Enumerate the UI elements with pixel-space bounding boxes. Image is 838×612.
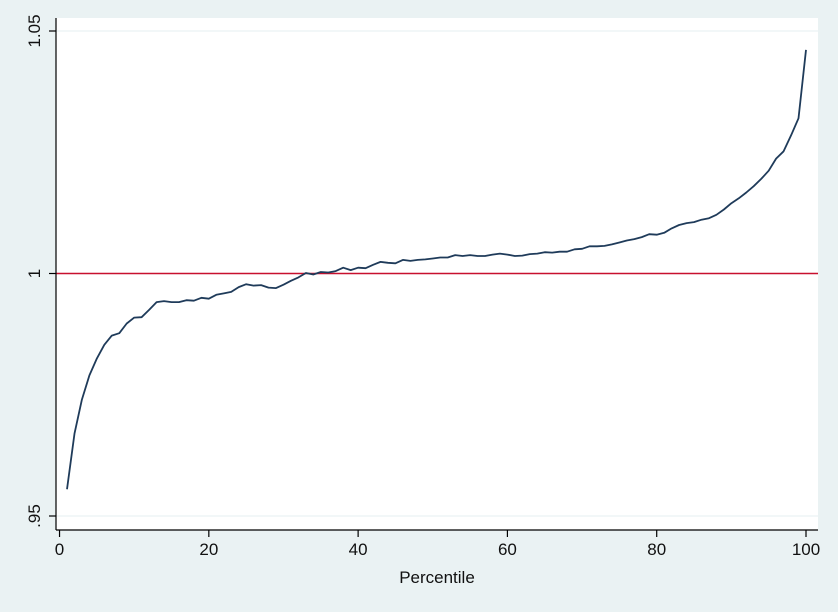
axes: 0 20 40 60 80 100 .95 1 1.05 [25,14,820,559]
y-tick-label-2: 1.05 [25,14,44,47]
x-tick-label-5: 100 [792,540,820,559]
x-tick-label-4: 80 [647,540,666,559]
x-tick-label-1: 20 [199,540,218,559]
series-line-0 [66,49,807,490]
x-tick-label-2: 40 [349,540,368,559]
series-group [66,49,807,490]
y-tick-label-1: 1 [25,269,44,278]
x-tick-label-3: 60 [498,540,517,559]
x-axis-title: Percentile [399,568,475,587]
x-tick-label-0: 0 [55,540,64,559]
y-tick-label-0: .95 [25,504,44,528]
